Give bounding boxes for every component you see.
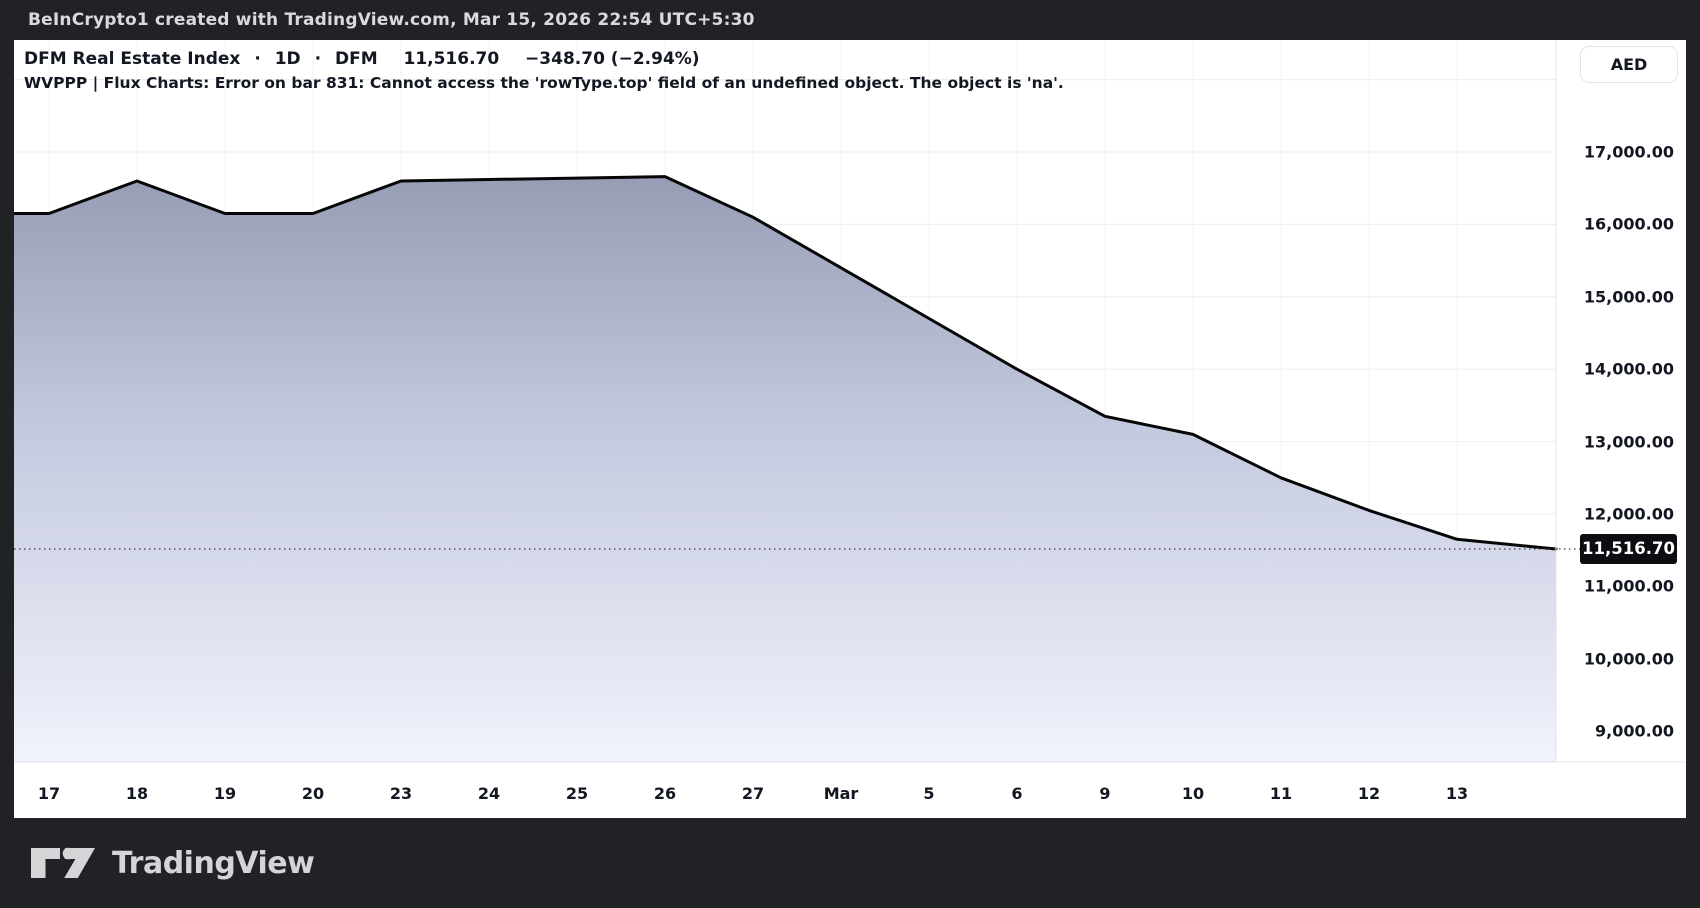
time-tick-label: 19 [213, 784, 237, 803]
attribution-text: BeInCrypto1 created with TradingView.com… [28, 10, 755, 30]
chart-canvas[interactable] [14, 40, 1686, 818]
time-tick-label: 20 [301, 784, 325, 803]
price-axis[interactable]: 17,000.00 16,000.00 15,000.00 14,000.00 13,0… [1556, 40, 1686, 762]
area-fill [14, 176, 1556, 763]
currency-unit-button[interactable]: AED [1580, 46, 1678, 83]
price-tick-label: 12,000.00 [1583, 504, 1674, 524]
time-tick-label: 27 [741, 784, 765, 803]
chart-panel: DFM Real Estate Index · 1D · DFM 11,516.… [14, 40, 1686, 818]
attribution-bar: BeInCrypto1 created with TradingView.com… [0, 0, 1700, 40]
header-separator-2: · [314, 49, 322, 69]
price-tick-label: 17,000.00 [1583, 142, 1674, 162]
price-tick-label: 11,000.00 [1583, 576, 1674, 596]
price-tick-label: 15,000.00 [1583, 287, 1674, 307]
tradingview-logo[interactable]: TradingView [30, 845, 315, 881]
time-tick-label: 26 [653, 784, 677, 803]
symbol-title: DFM Real Estate Index [24, 49, 241, 69]
price-tick-label: 16,000.00 [1583, 214, 1674, 234]
time-tick-label: 9 [1099, 784, 1111, 803]
time-tick-label: 11 [1269, 784, 1293, 803]
indicator-error-message: WVPPP | Flux Charts: Error on bar 831: C… [24, 74, 1064, 92]
tradingview-brand-text: TradingView [112, 845, 315, 881]
time-tick-label: 13 [1445, 784, 1469, 803]
time-tick-label: 18 [125, 784, 149, 803]
time-tick-label: 25 [565, 784, 589, 803]
timeframe-label: 1D [274, 49, 301, 69]
tradingview-logo-icon [31, 847, 95, 878]
time-axis[interactable]: 17 18 19 20 23 24 25 26 27 Mar 5 6 9 10 11 12 13 [14, 762, 1686, 818]
time-tick-label: 10 [1181, 784, 1205, 803]
time-tick-label: 24 [477, 784, 501, 803]
time-tick-label: 17 [37, 784, 61, 803]
footer-bar: TradingView [0, 818, 1700, 908]
last-price-badge: 11,516.70 [1580, 533, 1677, 564]
time-tick-label: 12 [1357, 784, 1381, 803]
price-value: 11,516.70 [403, 49, 500, 69]
price-tick-label: 10,000.00 [1583, 649, 1674, 669]
time-tick-label: Mar [823, 784, 859, 803]
price-tick-label: 14,000.00 [1583, 359, 1674, 379]
time-tick-label: 6 [1011, 784, 1023, 803]
exchange-label: DFM [334, 49, 378, 69]
time-tick-label: 23 [389, 784, 413, 803]
time-tick-label: 5 [923, 784, 935, 803]
symbol-header: DFM Real Estate Index · 1D · DFM 11,516.… [24, 49, 700, 69]
price-tick-label: 9,000.00 [1595, 721, 1674, 741]
header-separator-1: · [254, 49, 261, 69]
price-line [14, 175, 1558, 551]
price-change: −348.70 (−2.94%) [525, 49, 700, 69]
price-tick-label: 13,000.00 [1583, 432, 1674, 452]
